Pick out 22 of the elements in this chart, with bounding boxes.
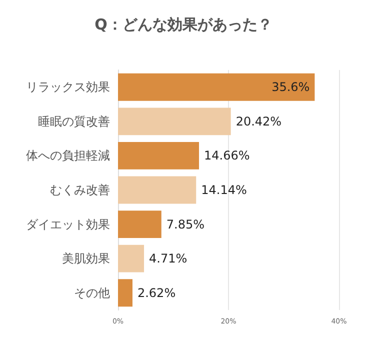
bar <box>118 244 144 272</box>
y-tick-label: むくみ改善 <box>50 183 110 197</box>
data-label: 35.6% <box>272 80 310 94</box>
data-label: 4.71% <box>149 252 188 266</box>
data-label: 7.85% <box>166 217 204 232</box>
bar <box>118 108 231 136</box>
data-label: 20.42% <box>236 114 282 128</box>
y-tick-label: 美肌効果 <box>62 252 110 266</box>
data-label: 14.66% <box>204 148 250 163</box>
y-tick-label: その他 <box>74 286 110 300</box>
bar <box>118 279 132 307</box>
bar <box>118 176 196 204</box>
chart-title: Q：どんな効果があった？ <box>94 16 272 34</box>
y-tick-label: 睡眠の質改善 <box>38 114 110 128</box>
y-tick-label: ダイエット効果 <box>26 217 110 232</box>
data-label: 2.62% <box>137 286 176 300</box>
data-label: 14.14% <box>201 183 247 197</box>
bar <box>118 210 162 238</box>
bar <box>118 142 199 170</box>
bar <box>118 73 315 101</box>
y-tick-label: リラックス効果 <box>26 80 110 94</box>
y-tick-label: 体への負担軽減 <box>26 148 110 163</box>
